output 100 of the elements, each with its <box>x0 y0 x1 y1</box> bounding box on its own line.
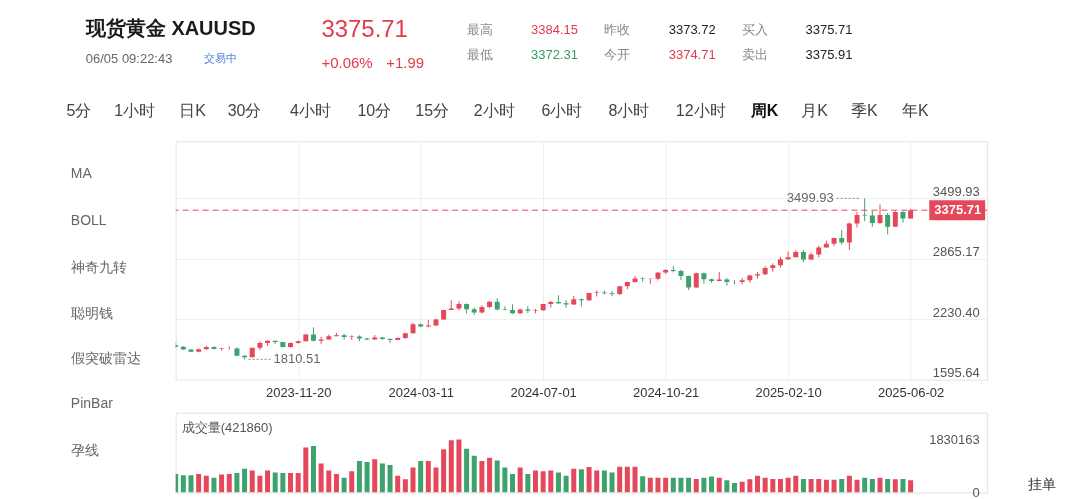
bar <box>663 477 669 493</box>
bar <box>532 470 538 493</box>
bar <box>548 470 554 493</box>
text: 季K <box>851 102 879 120</box>
x-tick-label: 2025-06-02 <box>877 385 945 401</box>
bar <box>242 468 248 493</box>
text: 现货黄金 XAUUSD <box>84 17 256 40</box>
bar <box>823 479 829 493</box>
bar <box>854 479 860 493</box>
bar <box>341 477 347 493</box>
text: 4小时 <box>289 102 331 120</box>
bar <box>219 474 225 493</box>
text: 假突破雷达 <box>70 349 141 366</box>
bar <box>617 466 623 493</box>
bar <box>762 477 768 493</box>
bar <box>494 460 500 493</box>
text: 3375.71 <box>321 15 408 43</box>
text: BOLL <box>70 212 107 229</box>
bar <box>379 463 385 493</box>
text: 06/05 09:22:43 <box>85 51 173 67</box>
text: 5分 <box>66 102 92 120</box>
bar <box>908 480 914 493</box>
bar <box>739 481 745 493</box>
bar <box>701 477 707 493</box>
bar <box>900 478 906 493</box>
bar <box>846 475 852 493</box>
annotation: 1810.51 <box>273 351 321 367</box>
bar <box>349 471 355 493</box>
text: 买入 <box>741 22 768 38</box>
bar <box>395 475 401 493</box>
bar <box>732 482 738 493</box>
bar <box>487 457 493 493</box>
bar <box>464 448 470 493</box>
bar <box>647 477 653 493</box>
text: 成交量(421860) <box>181 419 273 435</box>
y-tick-label: 2865.17 <box>932 244 980 260</box>
text: 孕线 <box>70 441 99 458</box>
bar <box>793 475 799 493</box>
bar <box>310 446 316 493</box>
bar <box>203 475 209 493</box>
bar <box>816 478 822 493</box>
bar <box>586 467 592 493</box>
bar <box>655 477 661 493</box>
bar <box>770 478 776 493</box>
x-tick-label: 2024-10-21 <box>632 385 700 401</box>
bar <box>448 440 454 493</box>
bar <box>502 467 508 493</box>
bar <box>356 460 362 493</box>
text: 12小时 <box>675 102 726 120</box>
text: 年K <box>901 102 929 120</box>
text: 3372.31 <box>531 47 578 63</box>
bar <box>456 439 462 493</box>
text: MA <box>70 165 93 182</box>
bar <box>563 475 569 493</box>
text: 30分 <box>227 102 262 120</box>
text: 2小时 <box>473 102 515 120</box>
bar <box>196 473 202 493</box>
text: 1小时 <box>114 102 156 120</box>
bar <box>303 447 309 493</box>
bar <box>831 479 837 493</box>
text: 3375.91 <box>805 47 853 63</box>
text: 交易中 <box>203 52 237 65</box>
bar <box>418 460 424 493</box>
bar <box>800 478 806 493</box>
bar <box>862 477 868 493</box>
text: 3374.71 <box>668 47 716 63</box>
bar <box>226 473 232 493</box>
bar <box>280 473 286 493</box>
y-tick-label: 1595.64 <box>932 365 980 381</box>
y-tick-label: 0 <box>972 485 980 499</box>
text: 最高 <box>467 22 494 38</box>
bar <box>892 479 898 493</box>
bar <box>670 477 676 493</box>
bar <box>540 471 546 493</box>
bar <box>180 475 186 493</box>
text: 周K <box>749 102 779 120</box>
bar <box>624 466 630 493</box>
bar <box>471 455 477 493</box>
bar <box>333 473 339 493</box>
text: PinBar <box>70 394 114 411</box>
bar <box>578 469 584 493</box>
bar <box>387 464 393 493</box>
bar <box>716 477 722 493</box>
bar <box>709 476 715 493</box>
y-tick-label: 2230.40 <box>932 304 980 320</box>
bar <box>510 473 516 493</box>
bar <box>425 460 431 493</box>
bar <box>555 472 561 493</box>
bar <box>785 477 791 493</box>
bar <box>724 480 730 493</box>
bar <box>601 470 607 493</box>
bar <box>686 477 692 493</box>
text: 3373.72 <box>668 22 716 38</box>
ref-line-label: 3375.71 <box>934 202 982 218</box>
bar <box>594 470 600 493</box>
bar <box>877 477 883 493</box>
bar <box>755 475 760 493</box>
text: 3375.71 <box>805 22 853 38</box>
bar <box>839 478 845 493</box>
x-tick-label: 2025-02-10 <box>755 385 822 401</box>
